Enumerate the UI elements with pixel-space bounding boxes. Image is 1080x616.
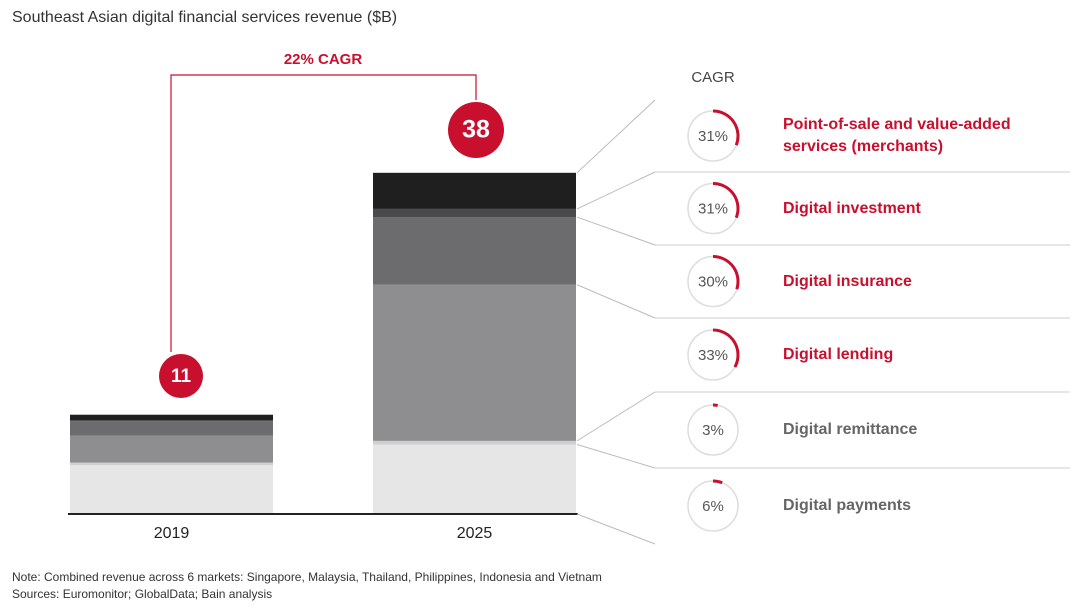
leader-line: [576, 284, 656, 319]
cagr-bracket: [170, 74, 477, 352]
total-label: 38: [462, 116, 490, 144]
leader-line: [576, 99, 656, 174]
cagr-value: 6%: [702, 498, 724, 515]
bar-segment: [373, 172, 576, 209]
total-badge: [159, 354, 203, 398]
cagr-arc: [712, 109, 740, 146]
series-name: Digital insurance: [783, 272, 912, 290]
cagr-value: 3%: [702, 422, 724, 439]
cagr-arc: [712, 255, 740, 290]
total-label: 11: [171, 366, 192, 387]
series-name: Digital payments: [783, 497, 912, 514]
series-name: Digital investment: [783, 199, 921, 217]
cagr-header: CAGR: [691, 69, 735, 86]
cagr-annotation: 22% CAGR: [284, 51, 363, 68]
bar-segment: [70, 414, 273, 421]
bar-segment: [373, 440, 576, 445]
leader-line: [576, 444, 656, 469]
note: Sources: Euromonitor; GlobalData; Bain a…: [12, 587, 272, 601]
leader-line: [576, 216, 656, 246]
bar-segment: [373, 217, 576, 285]
leader-line: [576, 171, 656, 210]
leader-line: [576, 391, 656, 442]
cagr-value: 30%: [698, 273, 728, 290]
chart-title: Southeast Asian digital financial servic…: [12, 9, 397, 26]
bar-segment: [70, 420, 273, 422]
x-tick-label: 2025: [457, 525, 493, 542]
bar-segment: [70, 435, 273, 463]
series-name: Point-of-sale and value-added services (…: [783, 116, 1011, 155]
bar-segment: [70, 465, 273, 514]
bar-segment: [373, 444, 576, 514]
cagr-value: 31%: [698, 200, 728, 217]
note: Note: Combined revenue across 6 markets:…: [12, 570, 602, 584]
series-name: Digital remittance: [783, 421, 918, 438]
total-badge: [448, 102, 504, 158]
x-tick-label: 2019: [154, 525, 190, 542]
cagr-arc: [712, 479, 723, 485]
bar-segment: [373, 208, 576, 218]
bar-segment: [70, 462, 273, 466]
cagr-arc: [712, 328, 740, 368]
bar-segment: [373, 284, 576, 441]
bar-segment: [70, 421, 273, 436]
leader-line: [576, 513, 656, 545]
cagr-value: 33%: [698, 347, 728, 364]
cagr-arc: [712, 182, 740, 219]
series-name: Digital lending: [783, 346, 894, 363]
cagr-value: 31%: [698, 128, 728, 145]
